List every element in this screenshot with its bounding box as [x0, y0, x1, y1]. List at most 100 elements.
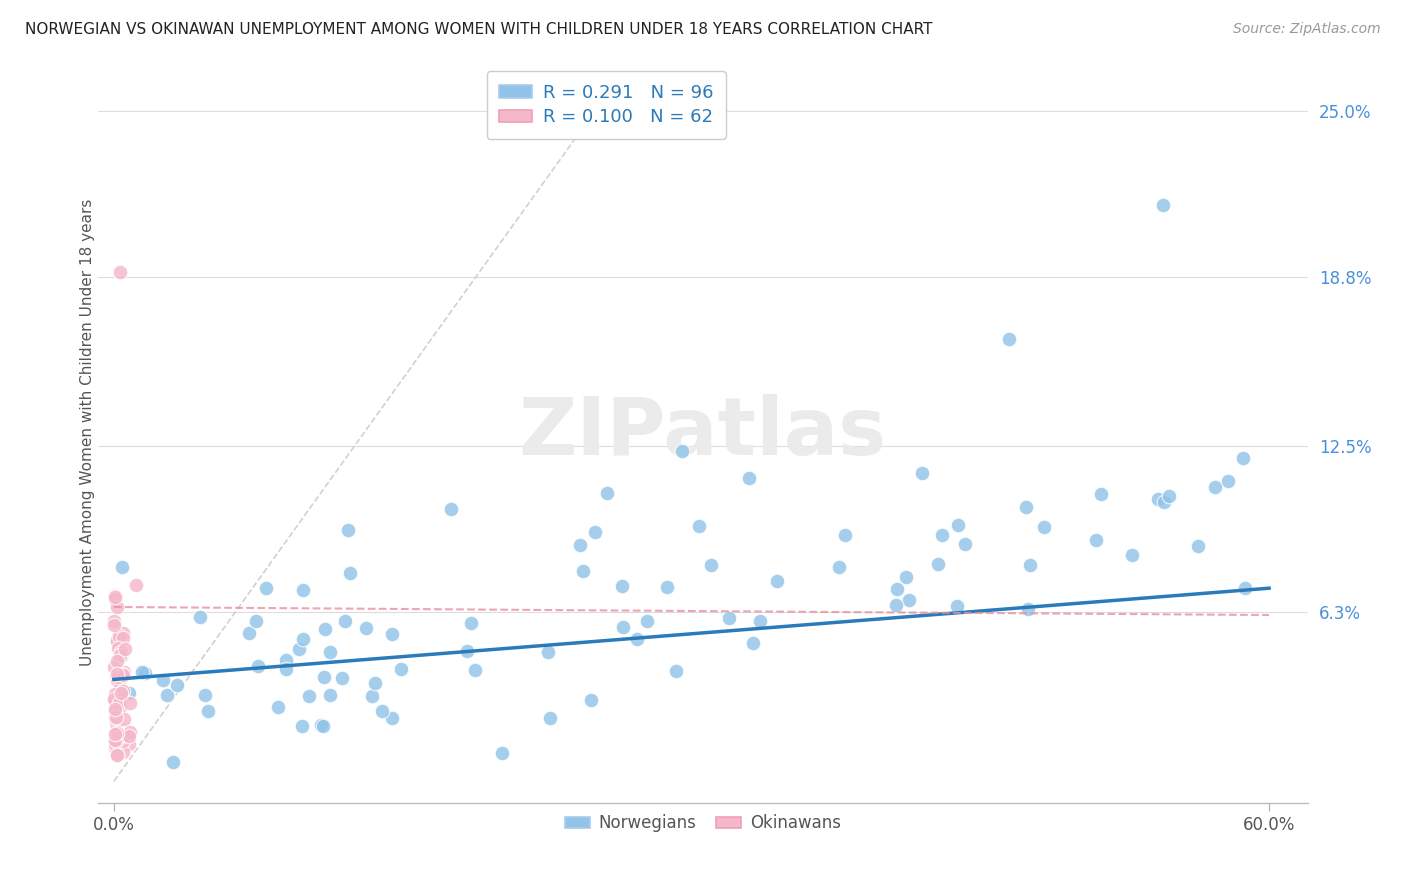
Point: [105, 633, 128, 648]
Point: [118, 686, 141, 700]
Point: [105, 670, 128, 684]
Point: [105, 673, 128, 688]
Point: [103, 614, 125, 628]
Point: [464, 663, 486, 677]
Point: [946, 517, 969, 532]
Point: [104, 589, 127, 603]
Point: [718, 611, 741, 625]
Point: [166, 678, 188, 692]
Point: [460, 616, 482, 631]
Point: [766, 574, 789, 588]
Point: [110, 648, 132, 663]
Point: [292, 583, 315, 598]
Point: [110, 700, 132, 714]
Point: [104, 711, 127, 725]
Point: [288, 641, 311, 656]
Point: [107, 632, 129, 647]
Point: [309, 718, 332, 732]
Point: [389, 663, 412, 677]
Text: NORWEGIAN VS OKINAWAN UNEMPLOYMENT AMONG WOMEN WITH CHILDREN UNDER 18 YEARS CORR: NORWEGIAN VS OKINAWAN UNEMPLOYMENT AMONG…: [25, 22, 932, 37]
Point: [104, 734, 127, 748]
Legend: Norwegians, Okinawans: Norwegians, Okinawans: [558, 807, 848, 838]
Text: ZIPatlas: ZIPatlas: [519, 393, 887, 472]
Point: [105, 667, 128, 681]
Point: [118, 737, 141, 751]
Point: [291, 632, 314, 646]
Point: [354, 621, 377, 635]
Point: [103, 660, 125, 674]
Point: [162, 756, 184, 770]
Point: [381, 626, 404, 640]
Point: [738, 471, 761, 485]
Point: [105, 696, 128, 710]
Point: [572, 564, 595, 578]
Point: [197, 704, 219, 718]
Point: [112, 729, 135, 743]
Point: [998, 332, 1021, 346]
Point: [188, 610, 211, 624]
Point: [1090, 487, 1112, 501]
Point: [104, 704, 127, 718]
Point: [107, 730, 129, 744]
Point: [134, 666, 156, 681]
Point: [699, 558, 721, 572]
Point: [333, 614, 356, 628]
Point: [1152, 197, 1174, 211]
Point: [107, 693, 129, 707]
Point: [274, 653, 297, 667]
Point: [898, 593, 921, 607]
Point: [131, 665, 153, 680]
Point: [104, 709, 127, 723]
Point: [111, 668, 134, 682]
Point: [1233, 581, 1256, 595]
Point: [110, 560, 132, 574]
Point: [267, 699, 290, 714]
Point: [886, 582, 908, 596]
Point: [111, 745, 134, 759]
Point: [319, 645, 342, 659]
Point: [118, 725, 141, 739]
Point: [105, 715, 128, 730]
Point: [312, 719, 335, 733]
Point: [1232, 451, 1254, 466]
Point: [1146, 492, 1168, 507]
Point: [537, 645, 560, 659]
Point: [911, 466, 934, 480]
Point: [274, 662, 297, 676]
Point: [657, 581, 679, 595]
Point: [152, 673, 174, 687]
Point: [108, 696, 131, 710]
Point: [108, 629, 131, 643]
Point: [596, 485, 619, 500]
Point: [330, 671, 353, 685]
Point: [688, 518, 710, 533]
Point: [108, 265, 131, 279]
Point: [828, 559, 851, 574]
Point: [1153, 494, 1175, 508]
Point: [953, 537, 976, 551]
Point: [104, 744, 127, 758]
Point: [1019, 558, 1042, 572]
Point: [104, 733, 127, 747]
Point: [314, 622, 336, 636]
Point: [107, 748, 129, 763]
Point: [110, 681, 132, 695]
Point: [103, 693, 125, 707]
Point: [364, 676, 387, 690]
Point: [749, 614, 772, 628]
Point: [107, 654, 129, 668]
Point: [946, 599, 969, 613]
Point: [125, 578, 148, 592]
Point: [112, 712, 135, 726]
Point: [110, 645, 132, 659]
Point: [112, 665, 135, 679]
Point: [894, 570, 917, 584]
Text: Source: ZipAtlas.com: Source: ZipAtlas.com: [1233, 22, 1381, 37]
Point: [118, 729, 141, 743]
Point: [110, 665, 132, 680]
Y-axis label: Unemployment Among Women with Children Under 18 years: Unemployment Among Women with Children U…: [80, 199, 94, 666]
Point: [107, 641, 129, 656]
Point: [314, 670, 336, 684]
Point: [491, 747, 513, 761]
Point: [665, 665, 688, 679]
